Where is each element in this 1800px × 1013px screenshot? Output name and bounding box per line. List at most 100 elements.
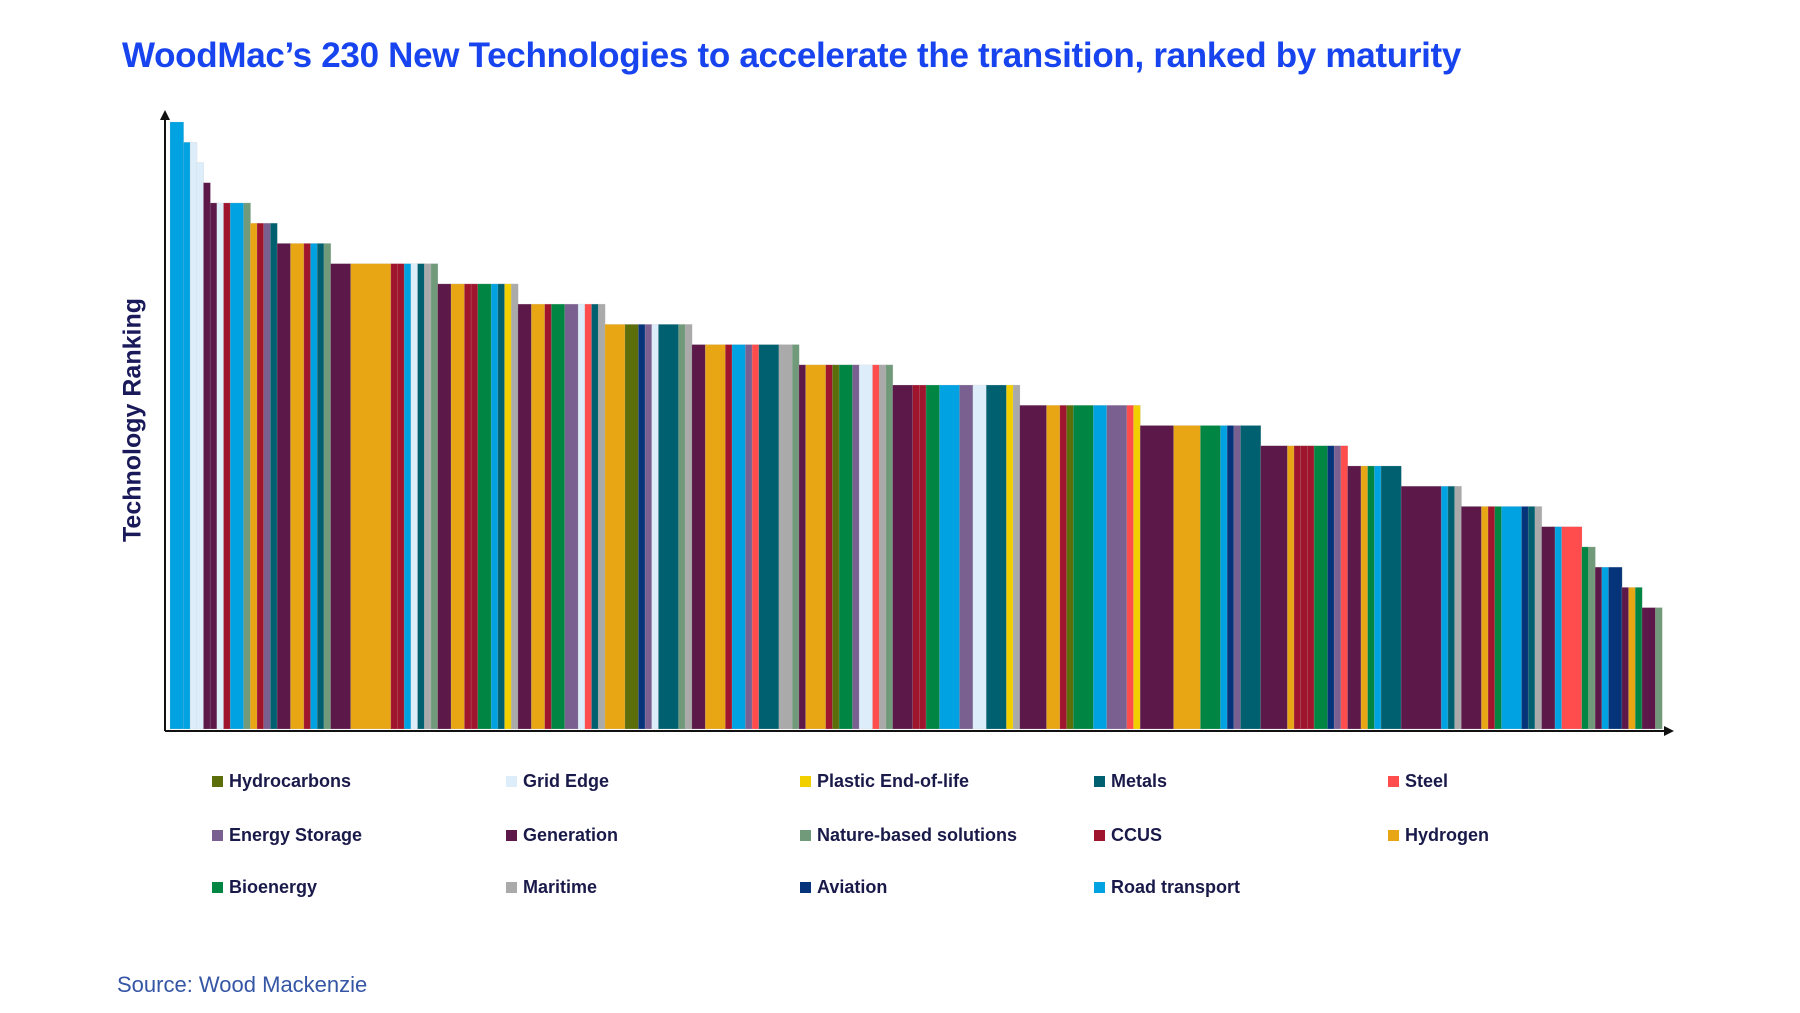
bar-generation [1260,445,1288,730]
legend-swatch [506,776,517,787]
bar-generation [437,283,452,730]
bar-road-transport [229,202,245,730]
bar-ccus [470,283,479,730]
bar-hydrogen [530,303,546,730]
legend-swatch [506,882,517,893]
bar-ccus [912,384,920,730]
bar-aviation [1327,445,1335,730]
bar-metals [270,222,278,730]
legend-swatch [212,882,223,893]
bar-grid-edge [196,162,205,730]
bar-hydrogen [1287,445,1295,730]
legend-label: Maritime [523,877,598,897]
bar-metals [658,324,680,730]
bar-bioenergy [1494,506,1503,730]
bar-generation [209,202,218,730]
bar-hydrogen [249,222,258,730]
legend-item: Energy Storage [212,825,362,846]
legend-label: Hydrogen [1405,825,1490,845]
bar-maritime [1012,384,1021,730]
bar-energy-storage [1233,425,1242,730]
legend-label: Aviation [817,877,888,897]
bar-hydrogen [704,344,726,730]
bar-energy-storage [745,344,753,730]
bar-bioenergy [1634,587,1643,730]
bar-nature-based-solutions [791,344,800,730]
bar-maritime [778,344,793,730]
legend-item: Aviation [800,877,887,898]
legend-label: Plastic End-of-life [817,771,970,791]
bar-ccus [825,364,833,730]
bar-ccus [544,303,552,730]
bar-ccus [725,344,733,730]
bar-grid-edge [189,141,198,730]
bar-hydrogen [805,364,827,730]
bar-bioenergy [1313,445,1329,730]
bar-steel [584,303,593,730]
bar-metals [316,243,325,730]
bar-maritime [1534,506,1543,730]
bar-metals [1240,425,1262,730]
bar-steel [1340,445,1349,730]
bar-hydrogen [350,263,392,730]
bar-road-transport [183,141,191,730]
legend-label: Road transport [1111,877,1241,897]
bar-nature-based-solutions [323,243,332,730]
bar-plastic-end-of-life [504,283,512,730]
bar-bioenergy [838,364,854,730]
legend-label: Grid Edge [523,771,610,791]
bar-generation [1641,607,1656,730]
bar-hydrocarbons [1066,404,1074,730]
bar-energy-storage [644,324,653,730]
bar-nature-based-solutions [1588,546,1596,730]
bar-generation [1621,587,1630,730]
bar-metals [497,283,506,730]
bar-bioenergy [551,303,566,730]
legend-swatch [800,776,811,787]
legend-swatch [1388,830,1399,841]
bar-bioenergy [1072,404,1094,730]
legend-item: Hydrocarbons [212,771,351,792]
bar-maritime [510,283,519,730]
bar-metals [1527,506,1536,730]
bar-hydrocarbons [832,364,840,730]
legend-label: Metals [1111,771,1168,791]
bar-grid-edge [410,263,419,730]
bar-aviation [1608,566,1623,730]
legend-label: Generation [523,825,619,845]
bar-energy-storage [852,364,860,730]
bar-generation [1139,425,1175,730]
bar-road-transport [1601,566,1610,730]
bar-ccus [919,384,927,730]
bar-generation [691,344,706,730]
bar-road-transport [1554,526,1563,730]
bar-metals [591,303,599,730]
legend-item: Road transport [1094,877,1240,898]
bar-ccus [223,202,231,730]
bar-grid-edge [972,384,987,730]
legend-item: Plastic End-of-life [800,771,969,792]
bar-ccus [464,283,472,730]
bar-nature-based-solutions [1655,607,1663,730]
bar-generation [1594,566,1603,730]
bar-bioenergy [1200,425,1222,730]
bar-bioenergy [1581,546,1589,730]
bar-plastic-end-of-life [1133,404,1141,730]
source-note: Source: Wood Mackenzie [117,972,368,997]
bar-aviation [638,324,646,730]
legend-item: Maritime [506,877,597,898]
bar-energy-storage [1333,445,1342,730]
bar-hydrogen [604,324,626,730]
bar-road-transport [731,344,746,730]
bar-generation [798,364,807,730]
bar-generation [1400,485,1442,730]
x-axis-arrow-icon [1664,726,1674,736]
legend-item: Hydrogen [1388,825,1489,846]
bar-generation [1019,404,1048,730]
bar-energy-storage [263,222,271,730]
bar-generation [1460,506,1482,730]
bar-maritime [684,324,693,730]
bar-nature-based-solutions [678,324,686,730]
bar-bioenergy [1367,465,1375,730]
bar-nature-based-solutions [885,364,894,730]
